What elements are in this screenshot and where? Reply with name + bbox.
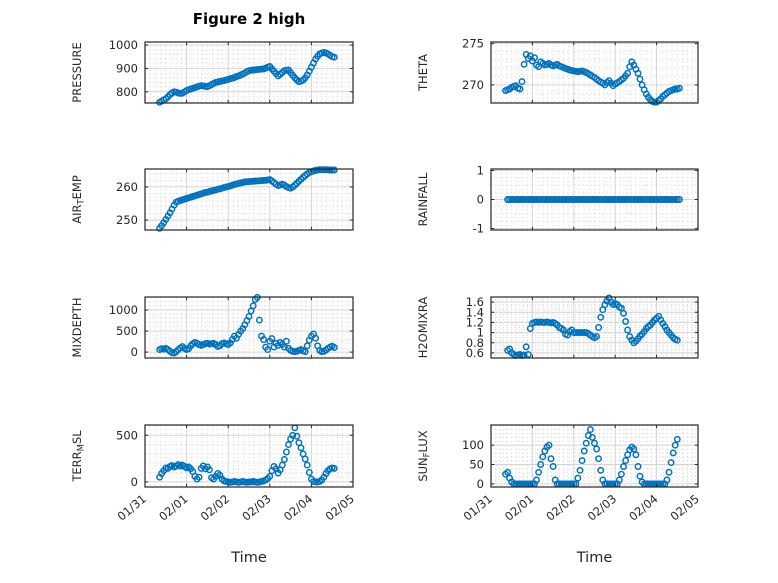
mixdepth-data-points bbox=[156, 294, 338, 357]
y-tick-label: 1.6 bbox=[466, 295, 484, 309]
x-tick-label: 02/03 bbox=[585, 492, 619, 524]
mixdepth-subplot: 0 500 1000 MIXDEPTH bbox=[70, 294, 354, 359]
x-tick-label: 01/31 bbox=[461, 492, 495, 524]
y-tick-label: 275 bbox=[462, 37, 484, 51]
axes-box bbox=[490, 41, 699, 104]
pressure-subplot: 800 900 1000 PRESSURE bbox=[70, 38, 354, 106]
theta-subplot: 270 275 THETA bbox=[416, 37, 699, 106]
x-tick-label: 02/01 bbox=[156, 492, 190, 524]
tick-marks bbox=[144, 297, 354, 358]
y-tick-label: 260 bbox=[116, 180, 138, 194]
x-tick-label: 02/05 bbox=[323, 492, 357, 524]
tick-marks bbox=[490, 42, 699, 103]
y-tick-label: 250 bbox=[116, 213, 138, 227]
h2omixra-ylabel: H2OMIXRA bbox=[416, 297, 430, 359]
y-tick-label: 100 bbox=[462, 438, 484, 452]
y-tick-label: 800 bbox=[116, 85, 138, 99]
y-tick-label: 900 bbox=[116, 61, 138, 75]
major-grid bbox=[145, 169, 353, 230]
sun-flux-subplot: 0 50 100 SUNFLUX 01/31 02/01 02/02 02/03 02/04 02… bbox=[416, 424, 702, 524]
y-tick-label: 0.6 bbox=[466, 346, 484, 360]
theta-ylabel: THETA bbox=[416, 54, 430, 92]
rainfall-ylabel: RAINFALL bbox=[416, 172, 430, 226]
air-temp-subplot: 250 260 AIRTEMP bbox=[70, 166, 354, 232]
tick-marks bbox=[144, 169, 354, 230]
rainfall-subplot: -1 0 1 RAINFALL bbox=[416, 163, 699, 236]
y-tick-label: 0 bbox=[477, 193, 484, 207]
y-tick-label: 1.4 bbox=[466, 305, 484, 319]
tick-marks bbox=[144, 425, 354, 487]
air-temp-ylabel: AIRTEMP bbox=[70, 175, 87, 224]
rainfall-data-points bbox=[504, 196, 683, 203]
pressure-ylabel: PRESSURE bbox=[70, 42, 84, 102]
axes-box bbox=[144, 41, 354, 104]
y-tick-label: 1 bbox=[477, 163, 484, 177]
terr-msl-ylabel: TERRMSL bbox=[70, 430, 87, 483]
terr-msl-data-points bbox=[156, 424, 338, 486]
pressure-data-points bbox=[156, 49, 338, 106]
air-temp-data-points bbox=[156, 166, 338, 232]
sun-flux-ylabel: SUNFLUX bbox=[416, 430, 433, 481]
y-tick-label: 1000 bbox=[109, 38, 138, 52]
axes-box bbox=[144, 296, 354, 359]
tick-marks bbox=[490, 297, 699, 358]
terr-msl-subplot: 0 500 TERRMSL 01/31 02/01 02/02 02/03 02/04 02/0… bbox=[70, 424, 357, 524]
x-tick-label: 02/03 bbox=[239, 492, 273, 524]
x-tick-label: 02/05 bbox=[668, 492, 702, 524]
mixdepth-ylabel: MIXDEPTH bbox=[70, 298, 84, 358]
major-grid bbox=[491, 297, 698, 358]
y-tick-label: 0 bbox=[131, 475, 138, 489]
x-tick-label: 02/02 bbox=[543, 492, 577, 524]
y-tick-label: 500 bbox=[116, 428, 138, 442]
x-tick-label: 02/04 bbox=[281, 492, 315, 524]
x-tick-label: 01/31 bbox=[115, 492, 149, 524]
x-tick-label: 02/04 bbox=[626, 492, 660, 524]
xaxis-label-right: Time bbox=[576, 550, 613, 566]
tick-marks bbox=[144, 42, 354, 103]
x-tick-label: 02/01 bbox=[502, 492, 536, 524]
y-tick-label: 500 bbox=[116, 324, 138, 338]
x-tick-label: 02/02 bbox=[198, 492, 232, 524]
y-tick-label: 0 bbox=[131, 345, 138, 359]
axes-box bbox=[144, 424, 354, 488]
y-tick-label: 1.2 bbox=[466, 315, 484, 329]
major-grid bbox=[491, 42, 698, 103]
y-tick-label: 270 bbox=[462, 78, 484, 92]
axes-box bbox=[490, 424, 699, 488]
minor-grid bbox=[145, 425, 353, 487]
axes-box bbox=[490, 296, 699, 359]
y-tick-label: 1 bbox=[477, 326, 484, 340]
axes-box bbox=[144, 168, 354, 231]
y-tick-label: -1 bbox=[473, 222, 484, 236]
theta-data-points bbox=[502, 50, 683, 106]
tick-marks bbox=[490, 425, 699, 487]
minor-grid bbox=[491, 425, 698, 487]
tick-marks bbox=[490, 169, 699, 230]
figure-title: Figure 2 high bbox=[192, 10, 306, 28]
y-tick-label: 0.8 bbox=[466, 336, 484, 350]
h2omixra-data-points bbox=[504, 294, 681, 359]
y-tick-label: 0 bbox=[477, 477, 484, 491]
minor-grid bbox=[491, 169, 698, 230]
y-tick-label: 1000 bbox=[109, 303, 138, 317]
h2omixra-subplot: 0.60.811.21.41.6 H2OMIXRA bbox=[416, 294, 699, 360]
y-tick-label: 50 bbox=[469, 458, 484, 472]
xaxis-label-left: Time bbox=[231, 550, 267, 566]
